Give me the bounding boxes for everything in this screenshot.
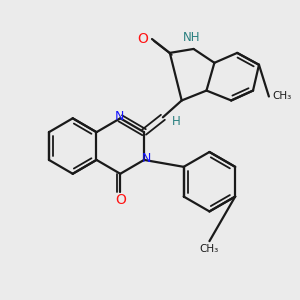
Text: O: O xyxy=(115,193,126,206)
Text: O: O xyxy=(138,32,148,46)
Text: N: N xyxy=(141,152,151,165)
Text: H: H xyxy=(171,115,180,128)
Text: CH₃: CH₃ xyxy=(272,91,291,100)
Text: CH₃: CH₃ xyxy=(200,244,219,254)
Text: NH: NH xyxy=(183,31,200,44)
Text: N: N xyxy=(115,110,124,123)
